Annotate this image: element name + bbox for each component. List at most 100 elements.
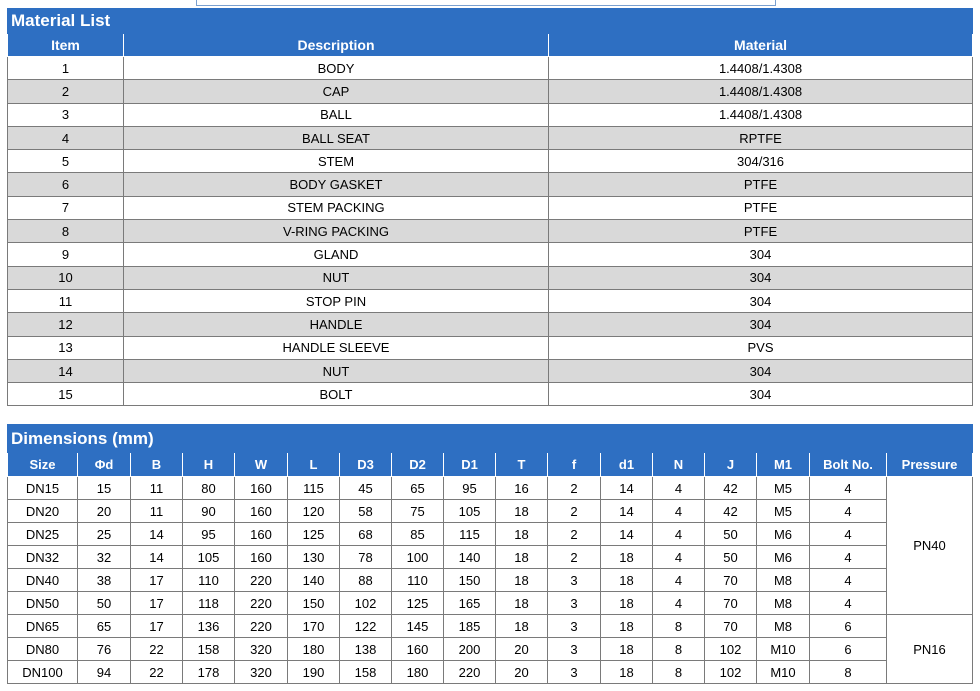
table-cell: 8 [652,614,705,638]
table-cell: 9 [7,242,124,267]
table-cell: 178 [182,660,235,684]
table-cell: 18 [495,522,548,546]
table-cell: 304 [547,358,974,384]
table-cell: 75 [391,499,444,523]
column-header: D3 [339,452,392,477]
table-cell: 80 [182,476,235,500]
pressure-cell: PN16 [885,614,974,684]
table-cell: 14 [600,499,653,523]
column-header: D2 [391,452,444,477]
table-cell: M10 [756,660,810,684]
table-cell: BODY [123,55,549,81]
table-cell: 17 [130,614,183,638]
table-cell: 25 [77,522,131,546]
table-cell: 115 [287,476,340,500]
column-header: W [234,452,288,477]
table-cell: 4 [652,568,705,592]
table-cell: 50 [704,522,757,546]
column-header: M1 [756,452,810,477]
table-cell: 18 [495,591,548,615]
table-cell: 18 [495,614,548,638]
table-cell: 8 [809,660,887,684]
table-cell: GLAND [123,242,549,267]
table-cell: 158 [339,660,392,684]
table-cell: 3 [547,660,601,684]
table-cell: M8 [756,591,810,615]
table-cell: 18 [600,591,653,615]
column-header: f [547,452,601,477]
table-cell: 170 [287,614,340,638]
table-row: 6 BODY GASKET PTFE [7,172,974,197]
table-cell: 14 [7,358,124,384]
table-cell: 2 [547,522,601,546]
table-cell: BOLT [123,382,549,407]
table-cell: 50 [704,545,757,569]
table-cell: 3 [547,591,601,615]
table-cell: 58 [339,499,392,523]
table-cell: DN65 [7,614,78,638]
table-cell: 4 [809,591,887,615]
column-header: Size [7,452,78,477]
table-cell: 1.4408/1.4308 [547,102,974,127]
table-cell: 4 [652,545,705,569]
table-row: DN100 94 22 178 320 190 158 180 220 20 3 18 8 102 M10 8 [7,660,973,684]
table-cell: BALL SEAT [123,125,549,151]
table-cell: 3 [547,568,601,592]
table-cell: 3 [547,637,601,661]
table-cell: 220 [443,660,496,684]
table-cell: 120 [287,499,340,523]
table-cell: 38 [77,568,131,592]
table-cell: CAP [123,79,549,104]
table-cell: 76 [77,637,131,661]
table-cell: 4 [652,499,705,523]
table-cell: DN40 [7,568,78,592]
material-list-title: Material List [6,8,974,34]
table-cell: BALL [123,102,549,127]
table-cell: 7 [7,195,124,221]
table-cell: 45 [339,476,392,500]
table-cell: 100 [391,545,444,569]
table-row: 14 NUT 304 [7,358,974,384]
table-cell: 125 [391,591,444,615]
column-header: Bolt No. [809,452,887,477]
table-row: 11 STOP PIN 304 [7,288,974,314]
table-cell: 2 [547,545,601,569]
table-cell: 110 [182,568,235,592]
table-cell: 13 [7,335,124,360]
table-cell: 160 [391,637,444,661]
column-header: Item [7,33,124,57]
table-cell: 18 [495,568,548,592]
table-cell: 125 [287,522,340,546]
table-cell: 160 [234,499,288,523]
table-cell: 70 [704,591,757,615]
column-header: J [704,452,757,477]
table-cell: 160 [234,522,288,546]
table-row: DN50 50 17 118 220 150 102 125 165 18 3 18 4 70 M8 4 [7,591,973,615]
table-cell: 11 [7,288,124,314]
table-cell: 2 [547,499,601,523]
table-cell: PVS [547,335,974,360]
table-cell: M8 [756,614,810,638]
table-row: 13 HANDLE SLEEVE PVS [7,335,974,360]
table-cell: 180 [391,660,444,684]
table-cell: 4 [809,499,887,523]
table-cell: 160 [234,476,288,500]
table-row: DN15 15 11 80 160 115 45 65 95 16 2 14 4 42 M5 4 PN40 [7,476,974,615]
table-cell: 18 [495,499,548,523]
table-cell: 115 [443,522,496,546]
table-cell: 70 [704,614,757,638]
table-cell: 14 [130,522,183,546]
table-cell: 150 [443,568,496,592]
table-cell: 32 [77,545,131,569]
table-cell: DN100 [7,660,78,684]
table-cell: DN15 [7,476,78,500]
table-cell: RPTFE [547,125,974,151]
table-cell: 15 [7,382,124,407]
table-cell: 18 [600,568,653,592]
table-cell: 220 [234,591,288,615]
table-cell: 17 [130,591,183,615]
table-cell: DN80 [7,637,78,661]
column-header: T [495,452,548,477]
table-cell: 22 [130,660,183,684]
